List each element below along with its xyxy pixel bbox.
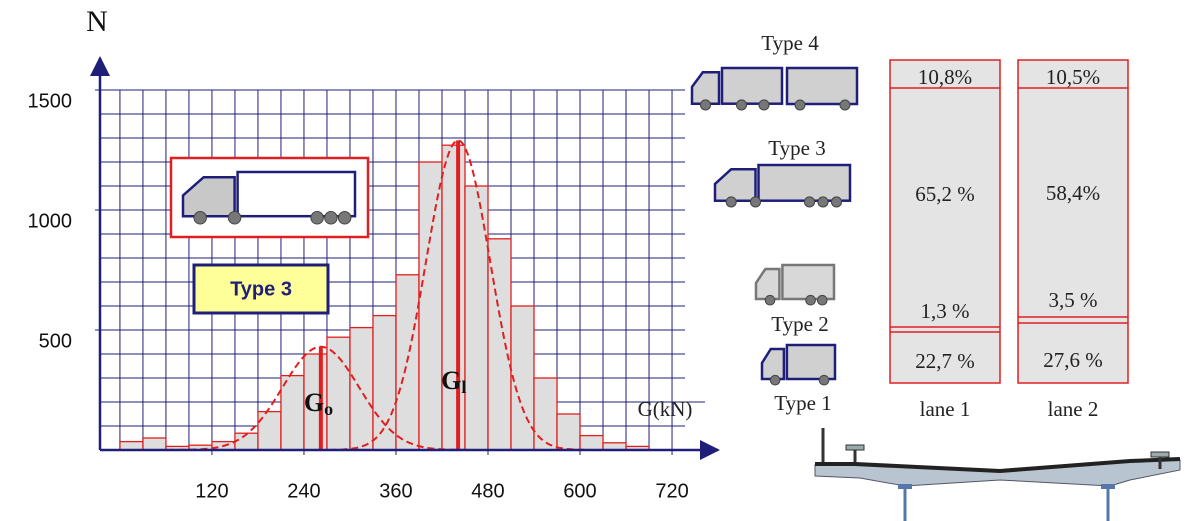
truck-wheel: [749, 196, 762, 208]
y-axis-label: N: [86, 5, 108, 38]
truck-wheel: [758, 99, 770, 111]
truck-cab: [760, 347, 786, 381]
lane-box: [889, 59, 1001, 384]
x-tick-label: 600: [563, 480, 596, 502]
lane-diagram: Type 4 Type 3 Type 2 Type 1 10,8% 65,2 % 1,3 %…: [690, 31, 1181, 521]
lane-share: 22,7 %: [915, 349, 975, 373]
truck-icon: [690, 66, 784, 111]
truck-icon: [760, 343, 837, 386]
trailer-wheel: [794, 99, 806, 111]
bar: [119, 440, 144, 451]
curve-label-main: G: [304, 388, 324, 417]
bearing: [898, 484, 912, 489]
bar: [418, 161, 443, 451]
bar: [556, 413, 581, 451]
truck-box: [785, 343, 837, 381]
truck-icon: [754, 263, 836, 306]
lane-box: [1017, 59, 1129, 384]
x-tick-label: 480: [471, 480, 504, 502]
truck-wheel: [699, 99, 712, 111]
truck-cab: [181, 175, 236, 218]
trailer-box: [785, 66, 859, 106]
trailer-wheel: [839, 99, 851, 111]
truck-wheel: [324, 211, 338, 225]
y-tick-label: 500: [39, 330, 72, 352]
truck-wheel: [818, 374, 830, 386]
lane-share: 1,3 %: [921, 299, 970, 323]
truck-wheel: [337, 211, 352, 225]
lane-share: 27,6 %: [1043, 348, 1103, 372]
fit-curve: [329, 139, 587, 451]
truck-icon: [181, 170, 357, 225]
truck-cab: [690, 70, 721, 105]
truck-wheel: [817, 196, 829, 208]
vehicle-type-label: Type 2: [771, 312, 828, 336]
lane-share: 10,8%: [918, 65, 972, 89]
lane-share: 58,4%: [1046, 181, 1100, 205]
bar: [579, 434, 604, 451]
railing: [845, 444, 865, 451]
bar: [533, 377, 558, 451]
vehicle-type-label: Type 4: [761, 31, 819, 55]
bar: [280, 374, 305, 451]
inset-label-box: [192, 263, 330, 315]
truck-wheel: [193, 211, 207, 225]
bar: [326, 336, 351, 451]
x-tick-label: 360: [379, 480, 412, 502]
truck-wheel: [830, 196, 843, 208]
railing: [1150, 451, 1170, 458]
vehicle-type-label: Type 3: [768, 136, 825, 160]
truck-wheel: [817, 294, 828, 306]
x-tick-label: 240: [287, 480, 320, 502]
truck-wheel: [227, 211, 242, 225]
bar: [142, 437, 167, 451]
truck-box: [236, 170, 357, 218]
truck-wheel: [764, 294, 776, 306]
lane-share: 3,5 %: [1049, 288, 1098, 312]
truck-cab: [713, 167, 757, 202]
y-tick-label: 1000: [28, 210, 73, 232]
inset-label: Type 3: [230, 278, 292, 300]
truck-wheel: [310, 211, 324, 225]
vehicle-type-label: Type 1: [774, 391, 831, 415]
truck-icon: [713, 163, 852, 208]
truck-wheel: [803, 196, 816, 208]
bar: [510, 305, 535, 451]
bar: [257, 410, 282, 451]
x-tick-label: 120: [195, 480, 228, 502]
truck-wheel: [735, 99, 748, 111]
curve-label-main: G: [441, 366, 461, 395]
bearing: [1101, 484, 1115, 489]
lane-label: lane 2: [1048, 397, 1099, 421]
deck-surface: [815, 457, 1181, 474]
curve-label: Go: [304, 388, 333, 419]
truck-wheel: [725, 196, 737, 208]
x-tick-label: 720: [655, 480, 688, 502]
bar: [234, 432, 259, 451]
curve-label-sub: o: [324, 399, 333, 419]
truck-box: [757, 163, 852, 202]
truck-box: [720, 66, 784, 105]
lane-share: 65,2 %: [915, 182, 975, 206]
bar: [349, 326, 374, 451]
lane-label: lane 1: [920, 397, 971, 421]
curve-label: Gl: [441, 366, 466, 397]
truck-wheel: [805, 294, 816, 306]
truck-wheel: [769, 374, 781, 386]
truck-box: [781, 263, 836, 301]
truck-cab: [754, 267, 781, 301]
y-tick-label: 1500: [28, 90, 73, 112]
curve-label-sub: l: [461, 377, 466, 397]
lane-share: 10,5%: [1046, 65, 1100, 89]
bar: [372, 314, 397, 451]
x-axis-label: G(kN): [638, 397, 693, 421]
bar: [441, 144, 466, 451]
